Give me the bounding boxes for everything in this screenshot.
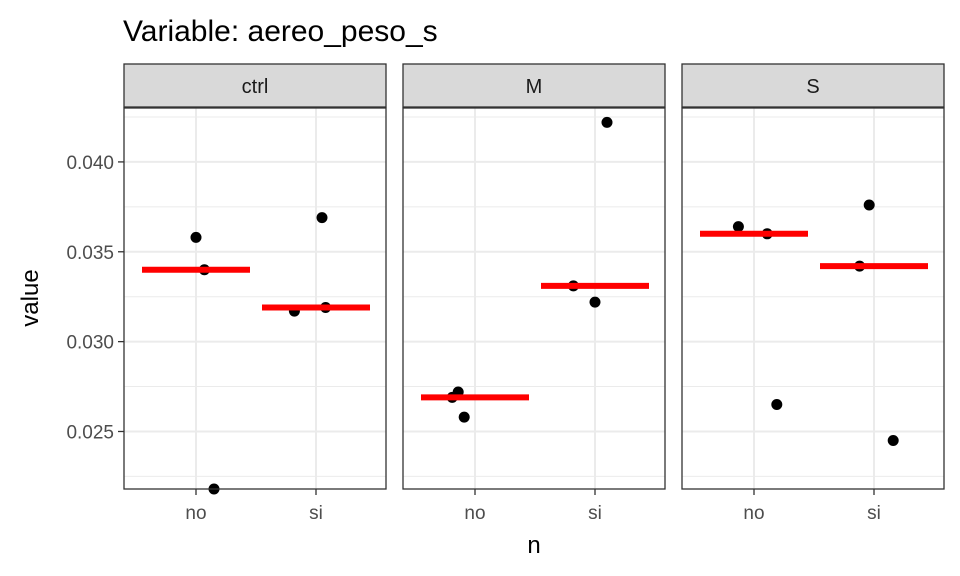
facet-strip-label: ctrl — [242, 76, 269, 98]
y-axis: 0.025 0.030 0.035 0.040 — [66, 153, 124, 443]
facet-strip — [681, 63, 945, 108]
facet-strip-label: S — [806, 76, 819, 98]
panel-background — [403, 108, 665, 489]
facet-panel-ctrl: ctrl no si — [123, 63, 387, 524]
data-point — [732, 221, 744, 233]
y-tick-label: 0.025 — [66, 422, 114, 443]
chart-title: Variable: aereo_peso_s — [123, 15, 438, 48]
data-point — [601, 116, 613, 128]
data-point — [316, 212, 328, 224]
facet-panel-S: Sno si — [681, 63, 945, 524]
x-tick-label: si — [867, 503, 881, 524]
facet-panel-M: Mno si — [402, 63, 666, 524]
data-point — [458, 411, 470, 423]
x-tick-label: no — [743, 503, 764, 524]
data-point — [589, 296, 601, 308]
facet-strip — [402, 63, 666, 108]
data-point — [863, 199, 875, 211]
x-tick-label: si — [588, 503, 602, 524]
panel-background — [682, 108, 944, 489]
facet-strip-label: M — [526, 76, 543, 98]
facet-panels: ctrl no si Mno si Sno si — [123, 63, 945, 524]
panel-border — [123, 107, 387, 490]
x-tick-label: no — [185, 503, 206, 524]
y-tick-label: 0.040 — [66, 153, 114, 174]
x-tick-label: si — [309, 503, 323, 524]
y-tick-label: 0.030 — [66, 333, 114, 354]
facet-strip — [123, 63, 387, 108]
data-point — [190, 231, 202, 243]
panel-background — [124, 108, 386, 489]
y-tick-label: 0.035 — [66, 243, 114, 264]
data-point — [887, 434, 899, 446]
data-point — [771, 399, 783, 411]
panel-border — [402, 107, 666, 490]
y-axis-title: value — [17, 269, 44, 326]
x-tick-label: no — [464, 503, 485, 524]
panel-border — [681, 107, 945, 490]
x-axis-title: n — [527, 532, 540, 559]
